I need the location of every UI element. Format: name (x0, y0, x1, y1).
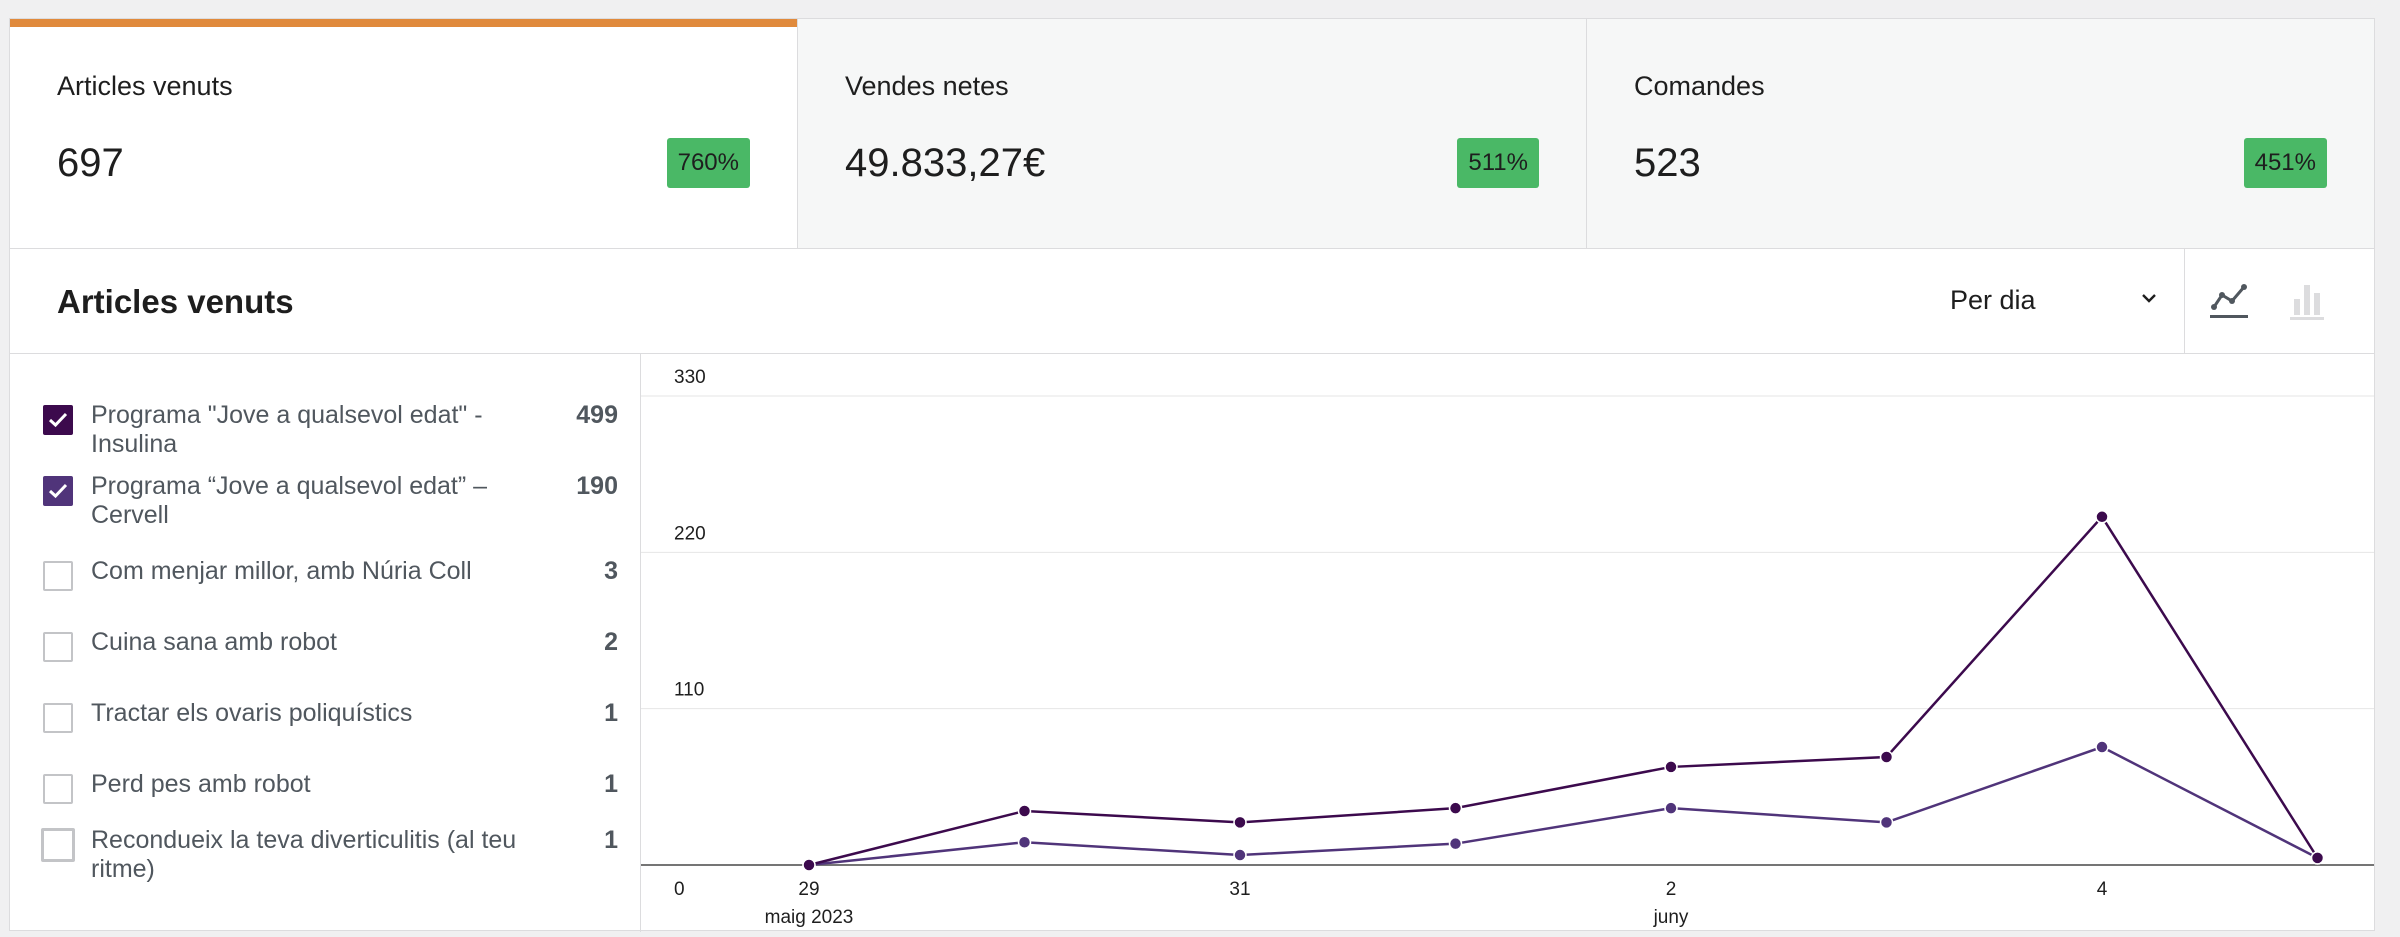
x-tick-sublabel: maig 2023 (765, 907, 854, 928)
tile-value: 697 (57, 141, 124, 185)
delta-badge: 760% (666, 138, 750, 188)
data-point (2095, 510, 2109, 524)
legend-item[interactable]: Programa “Jove a qualsevol edat” – Cerve… (43, 472, 618, 536)
legend-item[interactable]: Cuina sana amb robot 2 (43, 628, 618, 666)
interval-select[interactable]: Per dia (1950, 277, 2170, 325)
legend-item-value: 2 (604, 628, 618, 656)
legend-checkbox[interactable] (43, 476, 73, 506)
y-tick-label: 110 (674, 680, 704, 701)
line-chart-icon (2206, 284, 2254, 329)
chart-type-divider (2184, 249, 2185, 353)
tile-value: 523 (1634, 141, 1701, 185)
x-tick-sublabel: juny (1653, 907, 1689, 928)
series-line (808, 745, 2319, 867)
legend-item[interactable]: Recondueix la teva diverticulitis (al te… (41, 826, 618, 890)
legend-item-label: Cuina sana amb robot (91, 628, 337, 656)
y-tick-label: 330 (674, 367, 706, 388)
x-tick-label: 4 (2097, 879, 2108, 900)
interval-label: Per dia (1950, 285, 2036, 315)
data-point (2310, 851, 2325, 865)
data-point (1448, 836, 1463, 851)
y-tick-label: 220 (674, 523, 706, 544)
summary-tiles: Articles venuts 697 760% Vendes netes 49… (10, 19, 2374, 249)
chart-legend: Programa "Jove a qualsevol edat" - Insul… (10, 354, 641, 932)
data-point (1448, 801, 1463, 815)
x-tick-label: 31 (1229, 879, 1250, 900)
legend-item-label: Com menjar millor, amb Núria Coll (91, 557, 472, 585)
legend-item[interactable]: Perd pes amb robot 1 (43, 770, 618, 808)
data-point (1879, 815, 1894, 830)
legend-item-value: 499 (576, 401, 618, 429)
legend-item-value: 190 (576, 472, 618, 500)
legend-item-value: 3 (604, 557, 618, 585)
legend-checkbox[interactable] (41, 828, 75, 862)
delta-badge: 451% (2243, 138, 2327, 188)
legend-item[interactable]: Tractar els ovaris poliquístics 1 (43, 699, 618, 737)
data-point (1664, 760, 1678, 774)
bar-chart-icon (2284, 285, 2332, 329)
tile-vendes-netes[interactable]: Vendes netes 49.833,27€ 511% (798, 19, 1587, 248)
tile-comandes[interactable]: Comandes 523 451% (1587, 19, 2374, 248)
data-point (1664, 801, 1678, 815)
data-point (1017, 835, 1032, 850)
chart-title: Articles venuts (57, 283, 294, 320)
legend-checkbox[interactable] (43, 405, 73, 435)
legend-item-value: 1 (604, 770, 618, 798)
legend-checkbox[interactable] (43, 703, 73, 733)
legend-checkbox[interactable] (43, 774, 73, 804)
legend-item[interactable]: Programa "Jove a qualsevol edat" - Insul… (43, 401, 618, 465)
line-chart-button[interactable] (2206, 277, 2254, 325)
legend-item-label: Programa "Jove a qualsevol edat" - Insul… (91, 401, 483, 458)
chevron-down-icon (2134, 283, 2164, 313)
legend-checkbox[interactable] (43, 632, 73, 662)
legend-checkbox[interactable] (43, 561, 73, 591)
y-tick-label: 0 (674, 879, 685, 900)
tile-articles-venuts[interactable]: Articles venuts 697 760% (10, 19, 798, 248)
tile-label: Comandes (1634, 71, 1765, 101)
chart-area: 0 110 220 330 29 maig 2023 31 2 juny 4 (641, 354, 2374, 932)
tile-value: 49.833,27€ (845, 141, 1046, 185)
report-panel: Articles venuts 697 760% Vendes netes 49… (9, 18, 2375, 932)
data-point (1879, 750, 1894, 764)
legend-item-label: Recondueix la teva diverticulitis (al te… (91, 826, 517, 883)
bar-chart-button[interactable] (2284, 277, 2332, 325)
series-line (808, 514, 2319, 867)
data-point (1233, 848, 1247, 862)
legend-item-value: 1 (604, 826, 618, 854)
x-tick-label: 2 (1666, 879, 1677, 900)
selected-tile-accent (10, 19, 797, 27)
checkmark-icon (48, 483, 68, 499)
legend-item-value: 1 (604, 699, 618, 727)
data-point (1017, 804, 1032, 818)
line-chart: 0 110 220 330 29 maig 2023 31 2 juny 4 (641, 367, 2374, 928)
legend-item-label: Tractar els ovaris poliquístics (91, 699, 413, 727)
tile-label: Vendes netes (845, 71, 1009, 101)
data-point (1233, 815, 1247, 830)
checkmark-icon (48, 412, 68, 428)
tile-label: Articles venuts (57, 71, 233, 101)
x-tick-label: 29 (798, 879, 819, 900)
legend-item[interactable]: Com menjar millor, amb Núria Coll 3 (43, 557, 618, 595)
legend-item-label: Programa “Jove a qualsevol edat” – Cerve… (91, 472, 488, 529)
legend-item-label: Perd pes amb robot (91, 770, 311, 798)
chart-header: Articles venuts Per dia (10, 249, 2374, 354)
data-point (802, 858, 816, 872)
data-point (2095, 740, 2109, 754)
delta-badge: 511% (1457, 138, 1539, 188)
